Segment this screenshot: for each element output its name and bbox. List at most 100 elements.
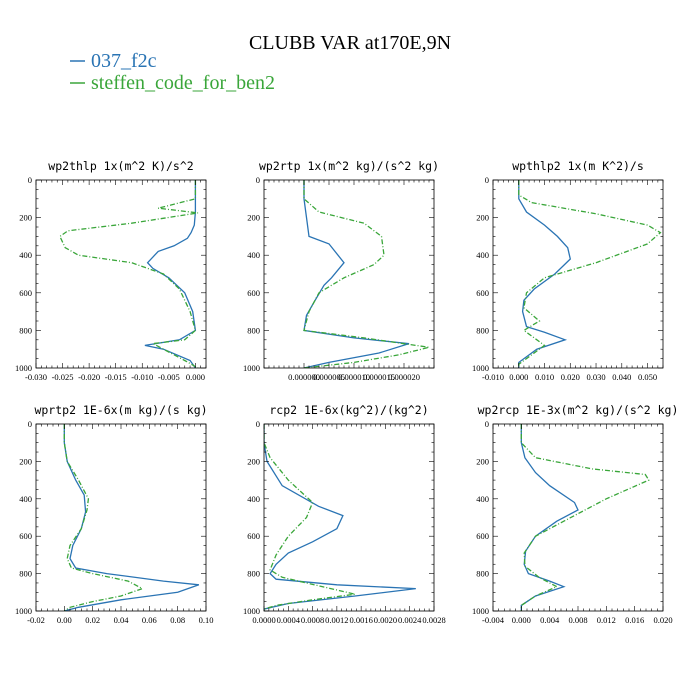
xtick-label-1-2: 0.000010 [338, 372, 370, 382]
ytick-label-5-4: 800 [476, 569, 489, 579]
plot-frame-1 [263, 179, 435, 369]
xtick-label-3-2: 0.02 [85, 615, 100, 625]
panels: wp2thlp 1x(m^2 K)/s^202004006008001000-0… [15, 159, 678, 625]
legend: 037_f2c steffen_code_for_ben2 [70, 50, 275, 94]
ytick-label-3-5: 1000 [15, 606, 32, 616]
ytick-label-1-5: 1000 [243, 363, 260, 373]
series-line-4-0 [264, 424, 416, 611]
ytick-label-0-3: 600 [19, 288, 32, 298]
xtick-label-3-0: -0.02 [27, 615, 45, 625]
xtick-label-1-0: 0.000000 [288, 372, 320, 382]
ytick-label-3-4: 800 [19, 569, 32, 579]
panel-title-1: wp2rtp 1x(m^2 kg)/(s^2 kg) [259, 159, 439, 173]
panel-4: rcp2 1E-6x(kg^2)/(kg^2) 0 200 400 600 800 1000… [243, 403, 446, 625]
xtick-label-4-6: 0.0024 [398, 615, 422, 625]
xtick-label-2-2: 0.010 [535, 372, 554, 382]
xtick-label-1-3: 0.000015 [363, 372, 395, 382]
ytick-label-5-5: 1000 [472, 606, 489, 616]
panel-title-0: wp2thlp 1x(m^2 K)/s^2 [48, 159, 193, 173]
xtick-label-3-5: 0.08 [170, 615, 185, 625]
series-line-5-1 [520, 424, 650, 611]
series-line-1-0 [303, 180, 410, 368]
ytick-label-3-1: 200 [19, 456, 32, 466]
xtick-label-5-5: 0.016 [625, 615, 644, 625]
xtick-label-2-3: 0.020 [561, 372, 580, 382]
panel-1: wp2rtp 1x(m^2 kg)/(s^2 kg) 0 200 400 600 800 1… [243, 159, 439, 382]
panel-5: wp2rcp 1E-3x(m^2 kg)/(s^2 kg) 0 200 400 600 8… [472, 403, 678, 625]
ytick-label-5-1: 200 [476, 456, 489, 466]
xtick-label-5-4: 0.012 [597, 615, 616, 625]
plot-frame-2 [492, 179, 664, 369]
ytick-label-3-0: 0 [28, 419, 32, 429]
ytick-label-2-3: 600 [476, 288, 489, 298]
legend-entry-1: steffen_code_for_ben2 [91, 72, 275, 94]
xtick-label-3-3: 0.04 [114, 615, 130, 625]
xtick-label-3-6: 0.10 [199, 615, 214, 625]
panel-title-2: wpthlp2 1x(m K^2)/s [512, 159, 644, 173]
xtick-label-2-4: 0.030 [586, 372, 605, 382]
xtick-label-3-1: 0.00 [57, 615, 72, 625]
xtick-label-4-4: 0.0016 [349, 615, 372, 625]
series-line-3-1 [63, 424, 144, 611]
ytick-label-3-3: 600 [19, 531, 32, 541]
ytick-label-0-0: 0 [28, 175, 32, 185]
ytick-label-4-0: 0 [256, 419, 260, 429]
ytick-label-2-5: 1000 [472, 363, 489, 373]
series-line-0-1 [59, 180, 199, 368]
xtick-label-4-1: 0.0004 [277, 615, 301, 625]
panel-0: wp2thlp 1x(m^2 K)/s^202004006008001000-0… [15, 159, 207, 382]
ytick-label-1-4: 800 [247, 325, 260, 335]
xtick-label-5-2: 0.004 [540, 615, 560, 625]
series-line-2-0 [518, 180, 572, 368]
ytick-label-2-0: 0 [485, 175, 489, 185]
xtick-label-2-6: 0.050 [638, 372, 657, 382]
series-line-0-0 [144, 180, 197, 368]
ytick-label-0-5: 1000 [15, 363, 32, 373]
xtick-label-4-3: 0.0012 [325, 615, 348, 625]
panel-3: wprtp2 1E-6x(m kg)/(s kg)0 200 400 600 800 10… [15, 403, 213, 625]
series-line-1-1 [303, 180, 430, 368]
panel-title-4: rcp2 1E-6x(kg^2)/(kg^2) [269, 403, 428, 417]
ytick-label-0-2: 400 [19, 250, 32, 260]
xtick-label-2-0: -0.010 [482, 372, 504, 382]
ytick-label-5-2: 400 [476, 494, 489, 504]
xtick-label-5-3: 0.008 [568, 615, 587, 625]
ytick-label-1-0: 0 [256, 175, 260, 185]
xtick-label-0-0: -0.030 [25, 372, 47, 382]
xtick-label-4-5: 0.0020 [374, 615, 397, 625]
ytick-label-4-2: 400 [247, 494, 260, 504]
series-line-3-0 [63, 424, 200, 611]
xtick-label-0-5: -0.005 [158, 372, 180, 382]
ytick-label-5-3: 600 [476, 531, 489, 541]
xtick-label-4-0: 0.0000 [252, 615, 275, 625]
xtick-label-4-7: 0.0028 [422, 615, 445, 625]
xtick-label-0-6: 0.000 [186, 372, 205, 382]
ytick-label-5-0: 0 [485, 419, 489, 429]
ytick-label-4-5: 1000 [243, 606, 260, 616]
ytick-label-2-4: 800 [476, 325, 489, 335]
ytick-label-1-1: 200 [247, 213, 260, 223]
ytick-label-4-3: 600 [247, 531, 260, 541]
xtick-label-0-2: -0.020 [78, 372, 100, 382]
ytick-label-0-1: 200 [19, 213, 32, 223]
plot-frame-5 [492, 423, 664, 612]
xtick-label-5-1: 0.000 [512, 615, 531, 625]
xtick-label-1-4: 0.000020 [388, 372, 420, 382]
xtick-label-5-0: -0.004 [482, 615, 505, 625]
xtick-label-5-6: 0.020 [653, 615, 672, 625]
xtick-label-0-1: -0.025 [52, 372, 74, 382]
plot-frame-4 [263, 423, 435, 612]
panel-2: wpthlp2 1x(m K^2)/s 0 200 400 600 800 1000-0.0… [472, 159, 664, 382]
ytick-label-4-4: 800 [247, 569, 260, 579]
xtick-label-2-1: 0.000 [509, 372, 528, 382]
ytick-label-2-1: 200 [476, 213, 489, 223]
xtick-label-2-5: 0.040 [612, 372, 631, 382]
xtick-label-4-2: 0.0008 [301, 615, 324, 625]
series-line-2-1 [518, 180, 662, 368]
xtick-label-0-3: -0.015 [105, 372, 127, 382]
ytick-label-2-2: 400 [476, 250, 489, 260]
ytick-label-4-1: 200 [247, 456, 260, 466]
legend-entry-0: 037_f2c [91, 50, 157, 72]
xtick-label-0-4: -0.010 [131, 372, 153, 382]
panel-title-3: wprtp2 1E-6x(m kg)/(s kg) [34, 403, 207, 417]
